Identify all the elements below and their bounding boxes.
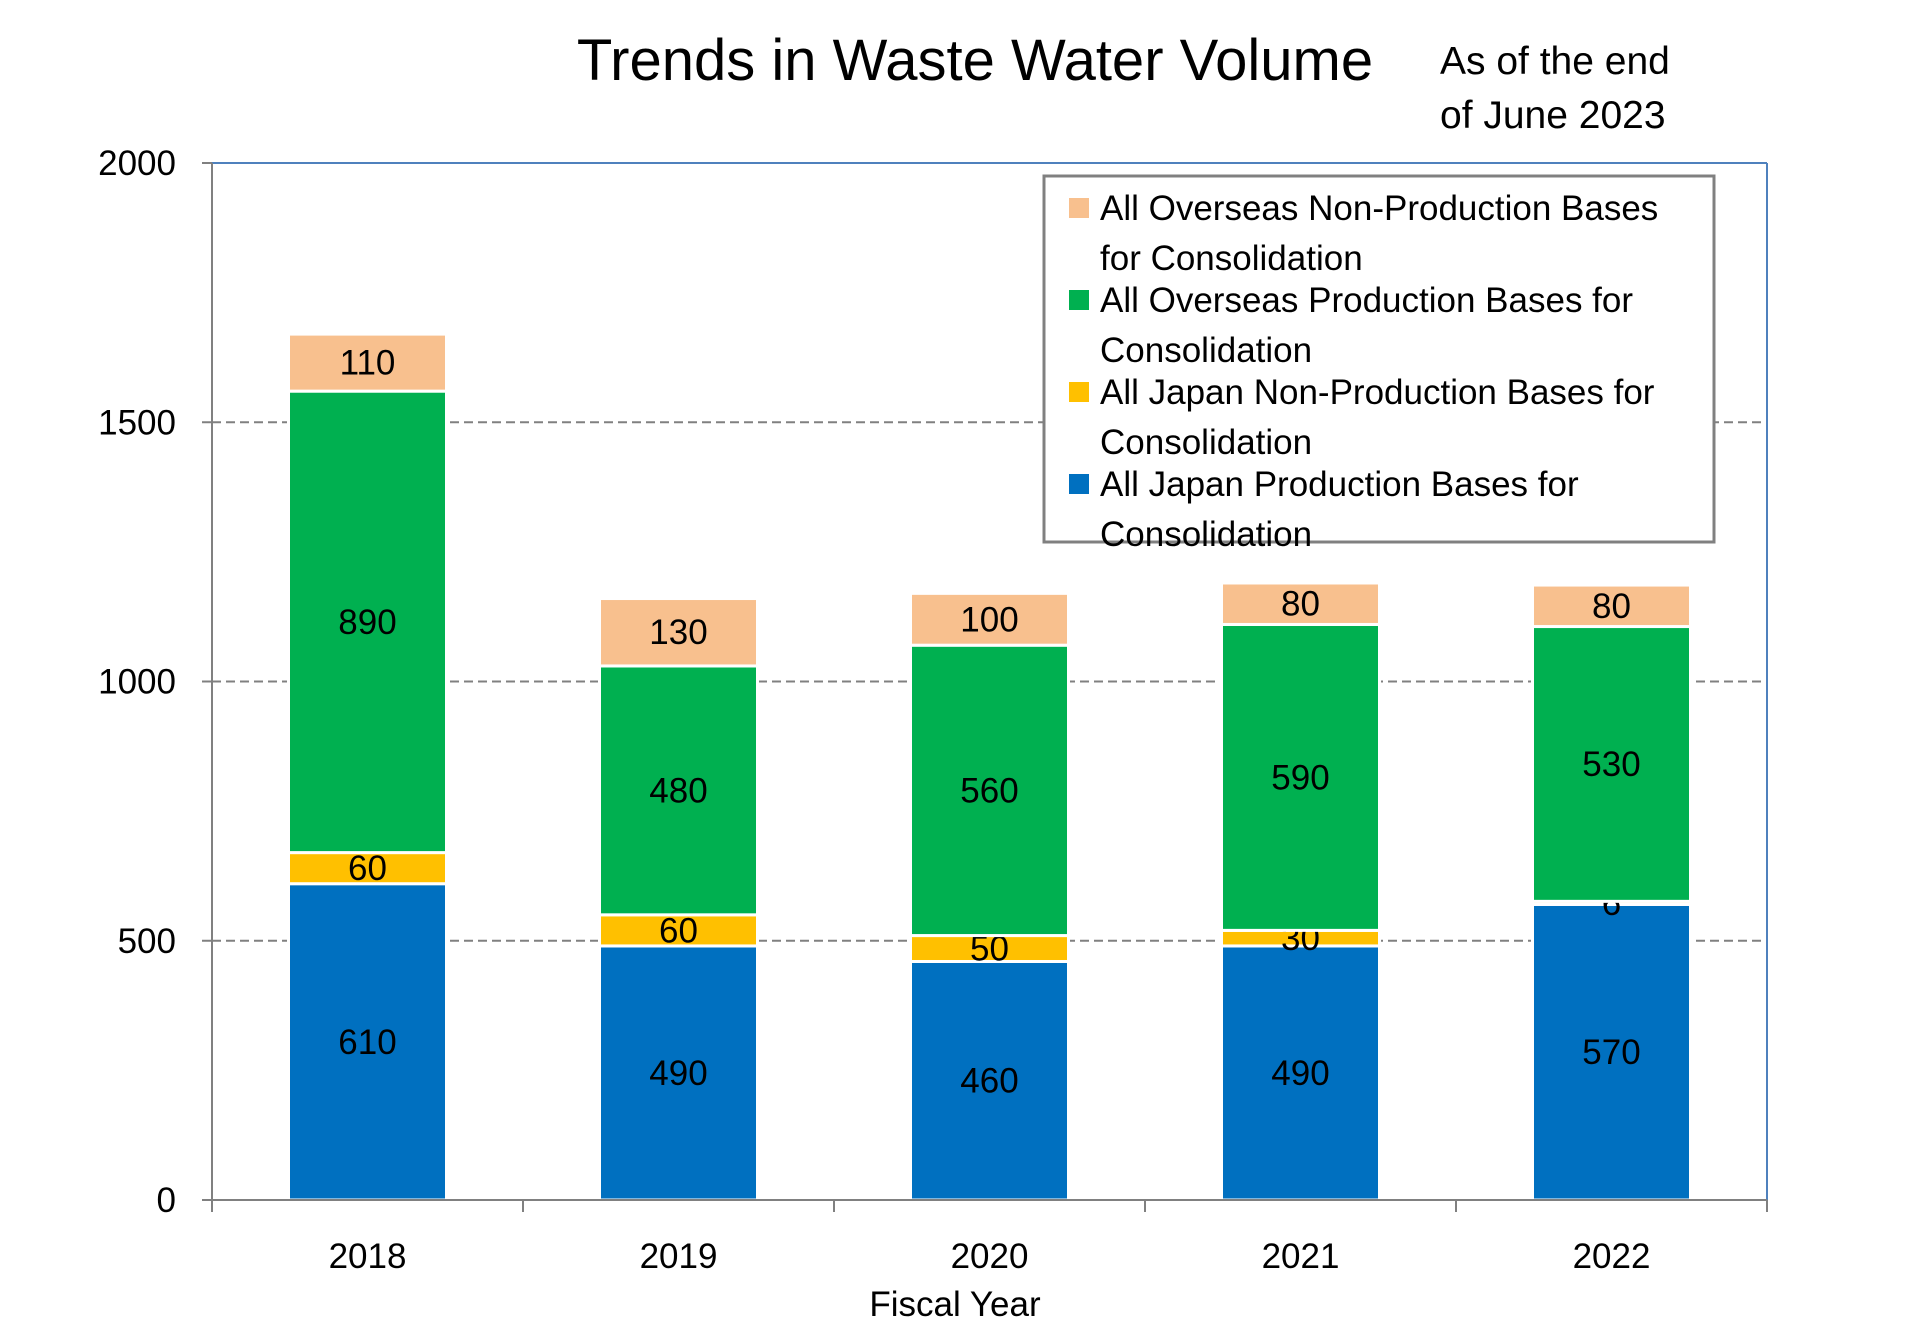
x-tick-label-2020: 2020 (951, 1237, 1029, 1276)
bar-segment-2021-series-2 (1220, 622, 1381, 932)
data-label-2018-series-3: 110 (340, 344, 396, 383)
x-tick-label-2022: 2022 (1573, 1237, 1651, 1276)
data-label-2021-series-0: 490 (1271, 1054, 1329, 1093)
bar-segment-2019-series-2 (598, 664, 759, 917)
legend-swatch-series-1 (1069, 382, 1089, 402)
data-label-2019-series-3: 130 (649, 613, 707, 652)
data-label-2022-series-0: 570 (1582, 1033, 1640, 1072)
legend-box (1042, 174, 1716, 544)
bar-segment-2018-series-1 (287, 851, 448, 886)
y-tick-label-2000: 2000 (98, 144, 176, 183)
legend-label-series-2-line-1: Consolidation (1100, 331, 1312, 370)
legend-label-series-2-line-0: All Overseas Production Bases for (1100, 281, 1633, 320)
legend-swatch-series-0 (1069, 474, 1089, 494)
bar-segment-2020-series-2 (909, 643, 1070, 938)
data-label-2019-series-1: 60 (659, 911, 698, 950)
bar-segment-2018-series-2 (287, 389, 448, 855)
data-label-2020-series-2: 560 (960, 771, 1018, 810)
x-axis-label: Fiscal Year (869, 1285, 1041, 1324)
x-axis-ticks: 2018 2019 2020 2021 2022 (211, 1200, 1768, 1276)
bar-segment-2019-series-1 (598, 913, 759, 948)
data-label-2019-series-2: 480 (649, 771, 707, 810)
bar-segment-2018-series-3 (287, 332, 448, 393)
data-label-2021-series-3: 80 (1281, 585, 1320, 624)
bar-segment-2019-series-3 (598, 597, 759, 668)
y-axis-ticks: 0 500 1000 1500 2000 (98, 144, 212, 1220)
x-tick-label-2021: 2021 (1262, 1237, 1340, 1276)
data-label-2021-series-2: 590 (1271, 758, 1329, 797)
y-tick-label-1000: 1000 (98, 663, 176, 702)
y-tick-label-0: 0 (157, 1181, 176, 1220)
x-tick-label-2018: 2018 (329, 1237, 407, 1276)
y-tick-label-500: 500 (118, 922, 176, 961)
bar-segment-2021-series-3 (1220, 581, 1381, 626)
legend-swatch-series-2 (1069, 290, 1089, 310)
data-label-2020-series-0: 460 (960, 1062, 1018, 1101)
bar-segment-2022-series-3 (1531, 583, 1692, 629)
bar-segment-2018-series-0 (287, 882, 448, 1202)
x-tick-label-2019: 2019 (640, 1237, 718, 1276)
data-label-2019-series-0: 490 (649, 1054, 707, 1093)
legend-label-series-3-line-0: All Overseas Non-Production Bases (1100, 189, 1658, 228)
data-label-2022-series-3: 80 (1592, 587, 1631, 626)
chart-subtitle-line-2: of June 2023 (1440, 94, 1666, 137)
bar-segment-2020-series-1 (909, 934, 1070, 963)
bar-segment-2020-series-0 (909, 959, 1070, 1202)
bar-segment-2020-series-3 (909, 591, 1070, 647)
legend-label-series-0-line-1: Consolidation (1100, 515, 1312, 554)
data-label-2018-series-1: 60 (348, 849, 387, 888)
legend-label-series-1-line-0: All Japan Non-Production Bases for (1100, 373, 1655, 412)
legend-swatch-series-3 (1069, 198, 1089, 218)
bar-segment-2022-series-2 (1531, 625, 1692, 903)
data-label-2022-series-2: 530 (1582, 745, 1640, 784)
data-label-2018-series-0: 610 (338, 1023, 396, 1062)
data-label-2020-series-3: 100 (960, 600, 1018, 639)
legend-label-series-3-line-1: for Consolidation (1100, 239, 1363, 278)
legend-label-series-1-line-1: Consolidation (1100, 423, 1312, 462)
legend-label-series-0-line-0: All Japan Production Bases for (1100, 465, 1579, 504)
legend: All Overseas Non-Production Bases for Con… (1042, 174, 1716, 554)
chart-subtitle-line-1: As of the end (1440, 40, 1670, 83)
data-label-2018-series-2: 890 (338, 603, 396, 642)
y-tick-label-1500: 1500 (98, 403, 176, 442)
chart-title: Trends in Waste Water Volume (577, 28, 1373, 93)
